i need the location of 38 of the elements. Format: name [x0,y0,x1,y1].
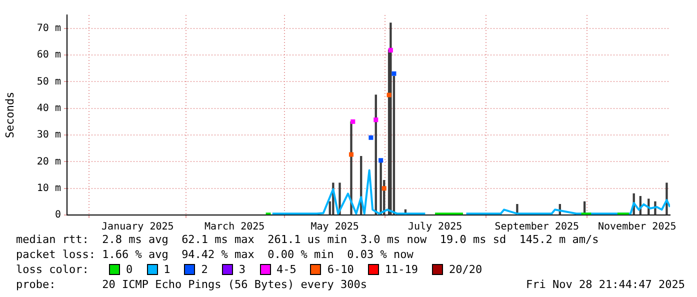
point [388,48,393,52]
y-tick-label: 50 m [36,76,61,88]
point [392,71,396,76]
y-tick-label: 40 m [36,102,61,114]
legend-label: 0 [126,262,133,277]
legend-label: 3 [238,262,246,277]
legend-label: 20/20 [449,262,482,277]
legend-label: 4-5 [276,262,296,277]
bar [390,22,392,215]
point [386,92,392,98]
x-tick-label: July 2025 [408,222,462,233]
text: probe: 20 ICMP Echo Pings (56 Bytes) every 300s [16,277,367,292]
y-tick-label: 60 m [36,50,61,61]
point [382,186,386,191]
x-tick-label: January 2025 [102,222,174,233]
legend-title: loss color: [16,262,90,277]
legend-label: 11-19 [384,262,418,277]
legend-label: 1 [164,262,170,277]
x-tick-label: September 2025 [494,222,580,233]
x-tick-label: March 2025 [204,222,265,233]
text: packet loss: 1.66 % avg 94.42 % max 0.00 % min 0.03 % now [16,247,414,262]
text: Fri Nov 28 21:44:47 2025 [526,277,685,292]
point [348,152,354,157]
y-tick-label: 10 m [36,182,61,194]
y-tick-label: 70 m [36,22,61,34]
legend-label: 6-10 [327,262,354,277]
y-tick-label: 20 m [36,156,61,168]
y-axis-title: Seconds [3,92,16,138]
x-tick-label: November 2025 [598,222,676,233]
legend-label: 2 [201,262,208,277]
x-tick-label: May 2025 [310,222,359,233]
y-tick-label: 0 [54,210,61,221]
point [374,118,378,122]
point [378,158,384,163]
point [368,135,374,140]
text: median rtt: 2.8 ms avg 62.1 ms max 261.1 us min 3.0 ms now 19.0 ms sd 145.2 m am/s [16,232,600,247]
y-tick-label: 30 m [36,130,61,141]
point [350,119,356,124]
